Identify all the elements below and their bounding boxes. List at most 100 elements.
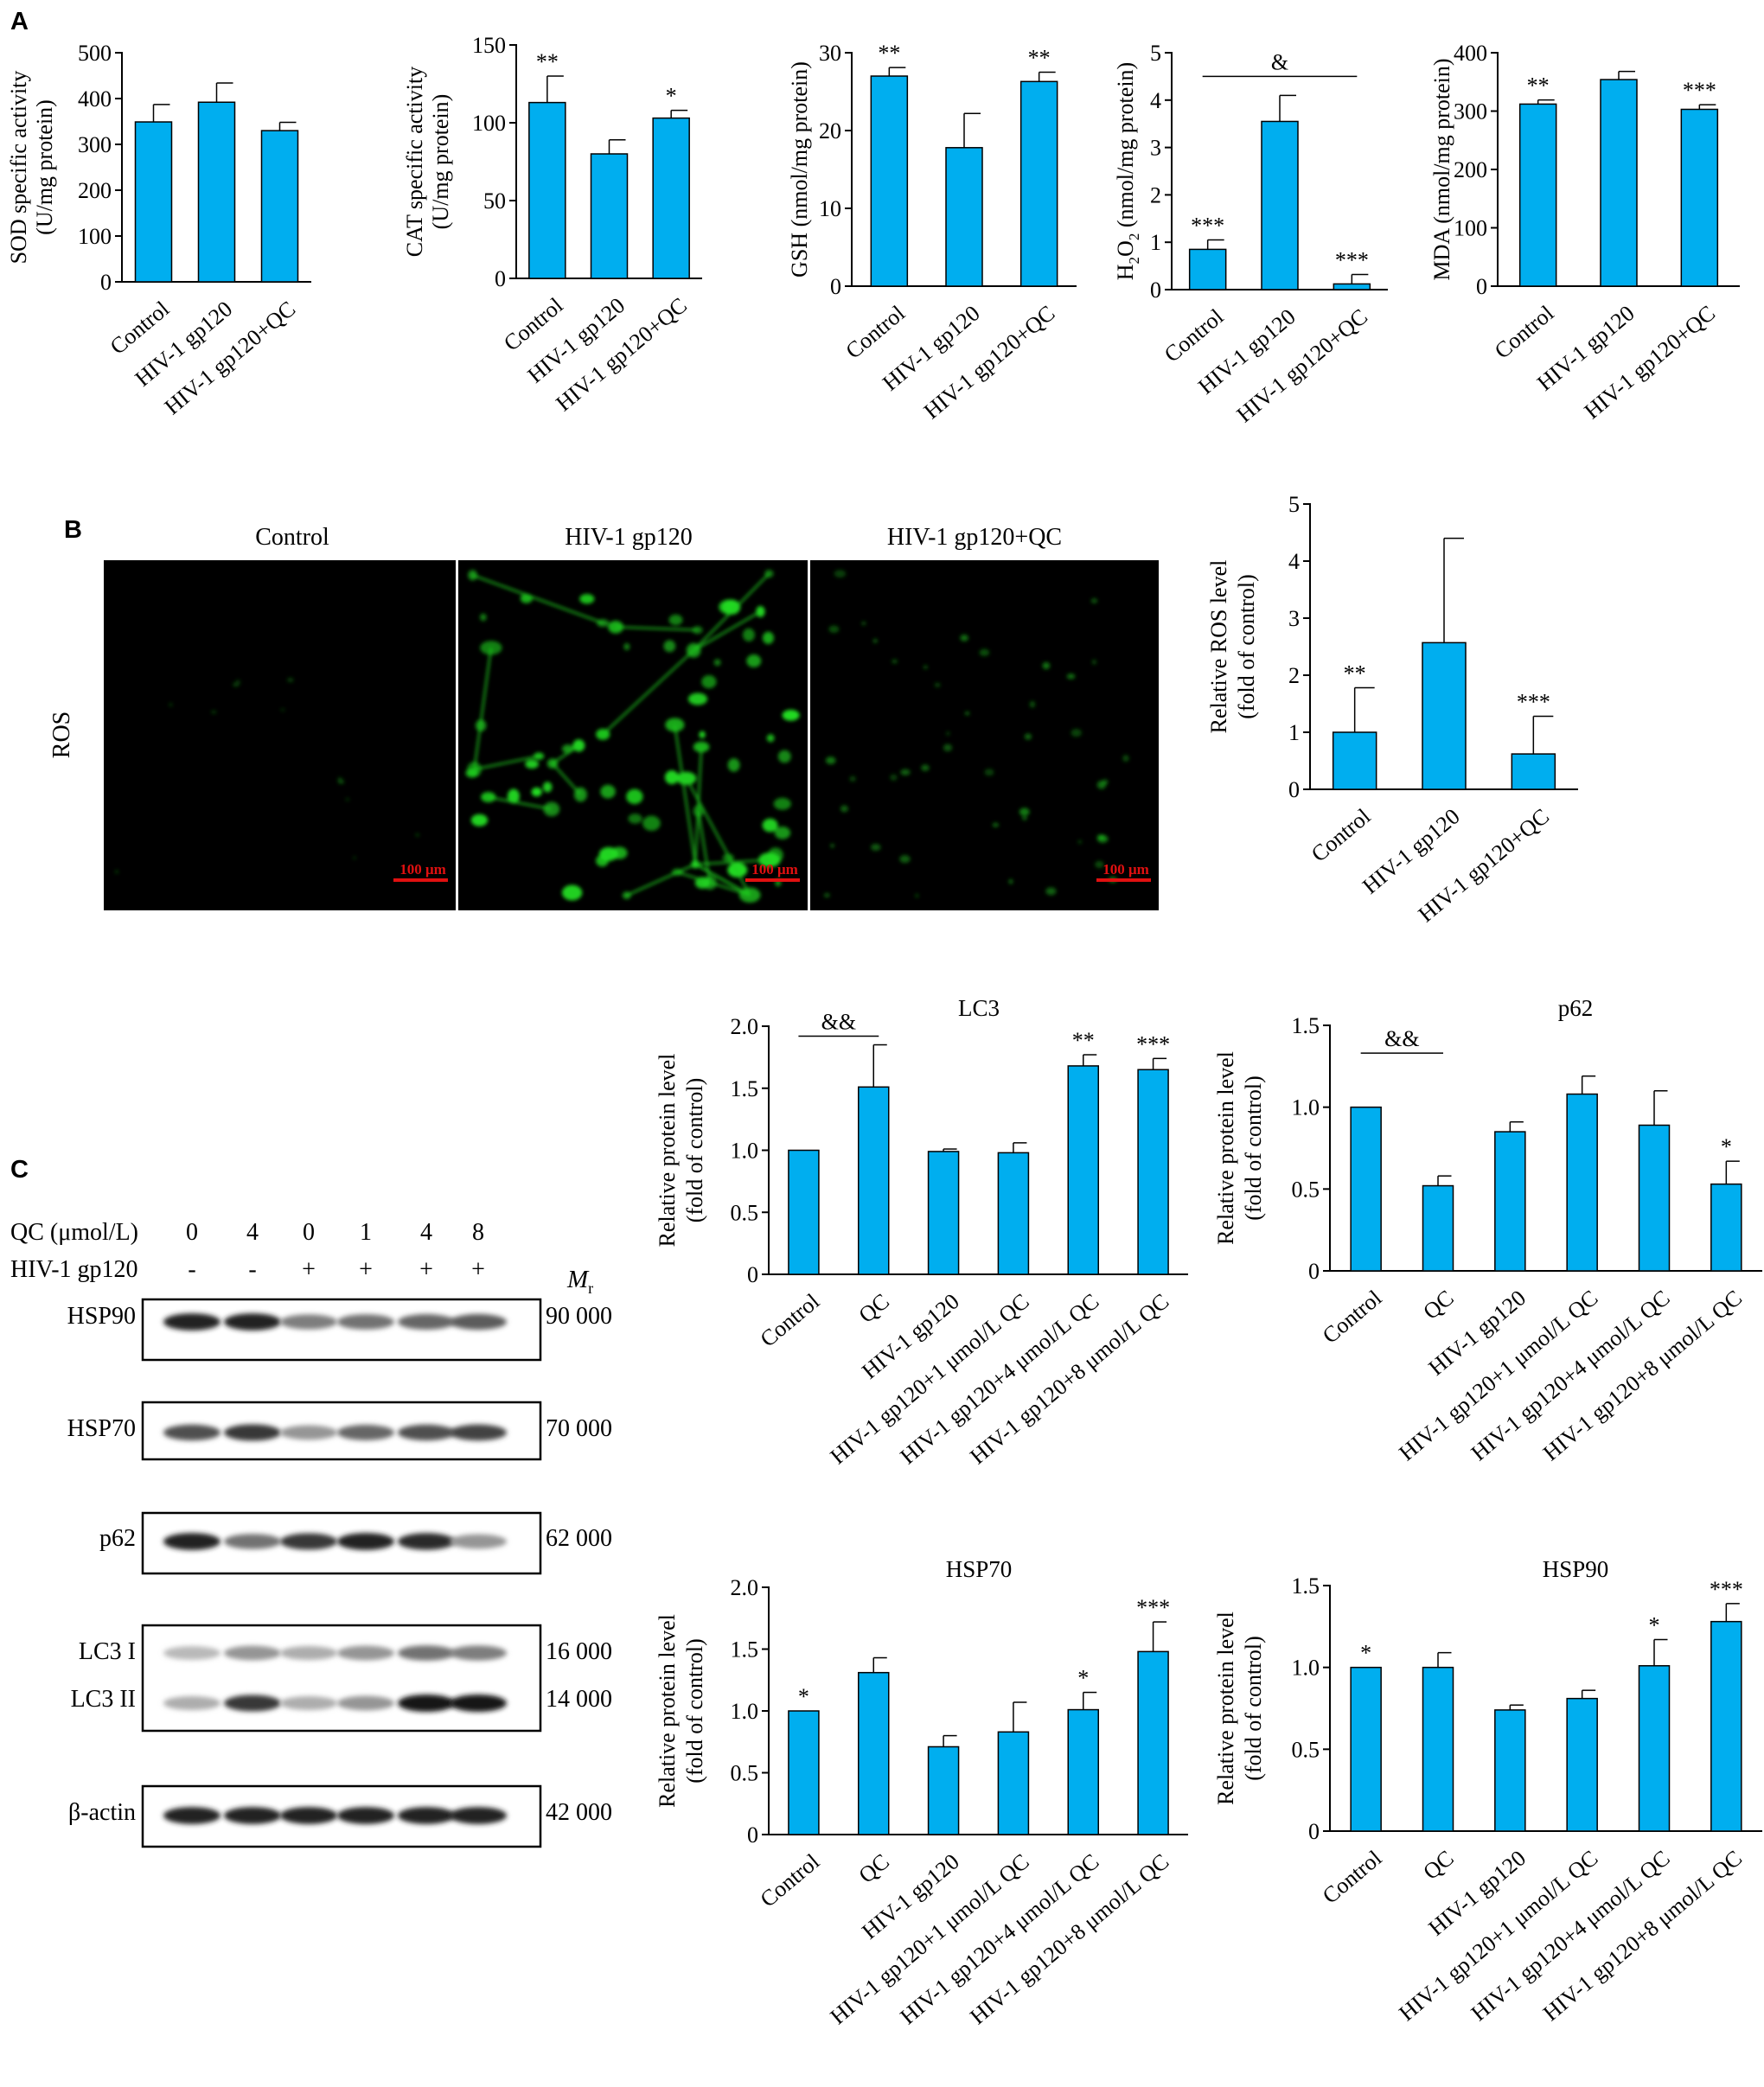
blot-band [337, 1695, 394, 1711]
neurite [472, 574, 604, 624]
x-tick-label: HIV-1 gp120+QC [1232, 303, 1372, 427]
y-tick-label: 2 [1288, 663, 1300, 688]
blot-band [450, 1313, 507, 1331]
cell [561, 884, 583, 901]
cell [923, 665, 928, 669]
cell [1071, 729, 1082, 737]
bar [1137, 1069, 1169, 1275]
molecular-weight-label: 62 000 [546, 1525, 612, 1552]
cell [984, 769, 994, 776]
bar [788, 1710, 820, 1835]
cell [722, 599, 741, 615]
cell [1019, 807, 1030, 816]
blot-band [450, 1424, 507, 1441]
y-tick-label: 400 [78, 86, 112, 112]
blot-band [224, 1534, 281, 1549]
cell [232, 682, 240, 687]
mr-label: Mr [566, 1266, 593, 1297]
panel-label-c: C [10, 1156, 29, 1184]
y-tick-label: 10 [819, 196, 841, 221]
cell [823, 892, 830, 898]
chart-title: LC3 [958, 995, 1000, 1021]
protein-label: LC3 II [71, 1686, 136, 1713]
neurite [693, 610, 762, 652]
blot-band [163, 1424, 220, 1441]
bar [528, 101, 566, 279]
neurite [676, 871, 751, 897]
blot-band [163, 1807, 220, 1824]
neurite [602, 649, 694, 736]
blot-band [450, 1645, 507, 1661]
cell [834, 570, 847, 578]
cell [626, 788, 643, 805]
micrograph-title-control: Control [255, 524, 329, 551]
cell [964, 712, 970, 716]
lane-qc-value: 8 [472, 1219, 484, 1246]
blot-band [224, 1424, 281, 1441]
cell [946, 731, 950, 736]
blot-band [337, 1533, 394, 1550]
cell [782, 709, 800, 721]
blot-band [280, 1695, 337, 1711]
bar [197, 101, 236, 283]
y-axis-label: Relative protein level [655, 1614, 680, 1808]
y-tick-label: 0.5 [1292, 1177, 1320, 1202]
chart-hsp70: 0 0.5 1.0 1.5 2.0 Relative protein level (fold… [655, 1556, 1188, 2029]
cell [872, 638, 878, 643]
protein-label: HSP90 [67, 1303, 136, 1330]
y-tick-label: 2.0 [731, 1014, 759, 1039]
chart-ros: 0 1 2 3 4 5 Relative ROS level (fold of control… [1206, 492, 1578, 927]
blot-band [163, 1646, 220, 1660]
protein-label: p62 [99, 1525, 136, 1552]
blot-band [398, 1807, 455, 1824]
bar [1422, 1184, 1454, 1272]
cell [1066, 673, 1076, 680]
x-tick-label: QC [1418, 1285, 1458, 1324]
chart-p62: 0 0.5 1.0 1.5 Relative protein level (fold of… [1213, 995, 1762, 1465]
bar [788, 1149, 820, 1275]
bar [945, 147, 983, 287]
western-blot: QC (μmol/L) HIV-1 gp120 0 4 0 1 4 8- - + + + + Mr … [10, 1219, 612, 1848]
blot-band [398, 1314, 455, 1330]
blot-band [337, 1314, 394, 1330]
significance-mark: * [798, 1684, 809, 1709]
micrograph-control: 100 μm [104, 560, 456, 910]
bar [858, 1086, 890, 1275]
neurite [616, 626, 698, 631]
cell [861, 621, 866, 626]
blot-band [398, 1533, 455, 1550]
cell [746, 654, 762, 667]
significance-mark: *** [1517, 690, 1550, 715]
lane-qc-value: 1 [360, 1219, 372, 1246]
y-tick-label: 1 [1288, 720, 1300, 745]
significance-mark: ** [536, 49, 559, 74]
cell [287, 677, 294, 683]
chart-gsh: 0 10 20 30 GSH (nmol/mg protein) ** ControlHIV… [787, 41, 1077, 424]
blot-band [224, 1694, 281, 1712]
bar [652, 117, 690, 279]
cell [1042, 661, 1051, 670]
cell [579, 593, 595, 604]
bar [1067, 1065, 1099, 1275]
blot-frame [141, 1624, 542, 1733]
y-tick-label: 200 [1454, 157, 1487, 182]
y-axis-label: (U/mg protein) [428, 94, 453, 230]
y-tick-label: 5 [1288, 492, 1300, 517]
cell [1099, 834, 1106, 839]
cell [830, 843, 834, 848]
neurite [474, 755, 540, 771]
neurite [693, 572, 770, 652]
significance-mark: *** [1136, 1031, 1170, 1056]
y-axis-label: CAT specific activity [402, 67, 427, 257]
bar [1518, 103, 1557, 287]
bar [1422, 641, 1467, 790]
chart-title: HSP90 [1543, 1556, 1609, 1582]
y-tick-label: 1.0 [731, 1139, 759, 1164]
cell [766, 734, 775, 743]
blot-band [450, 1807, 507, 1824]
bar [1710, 1620, 1742, 1832]
bar [1494, 1131, 1526, 1272]
bar [1566, 1697, 1598, 1832]
significance-mark: *** [1136, 1595, 1170, 1620]
